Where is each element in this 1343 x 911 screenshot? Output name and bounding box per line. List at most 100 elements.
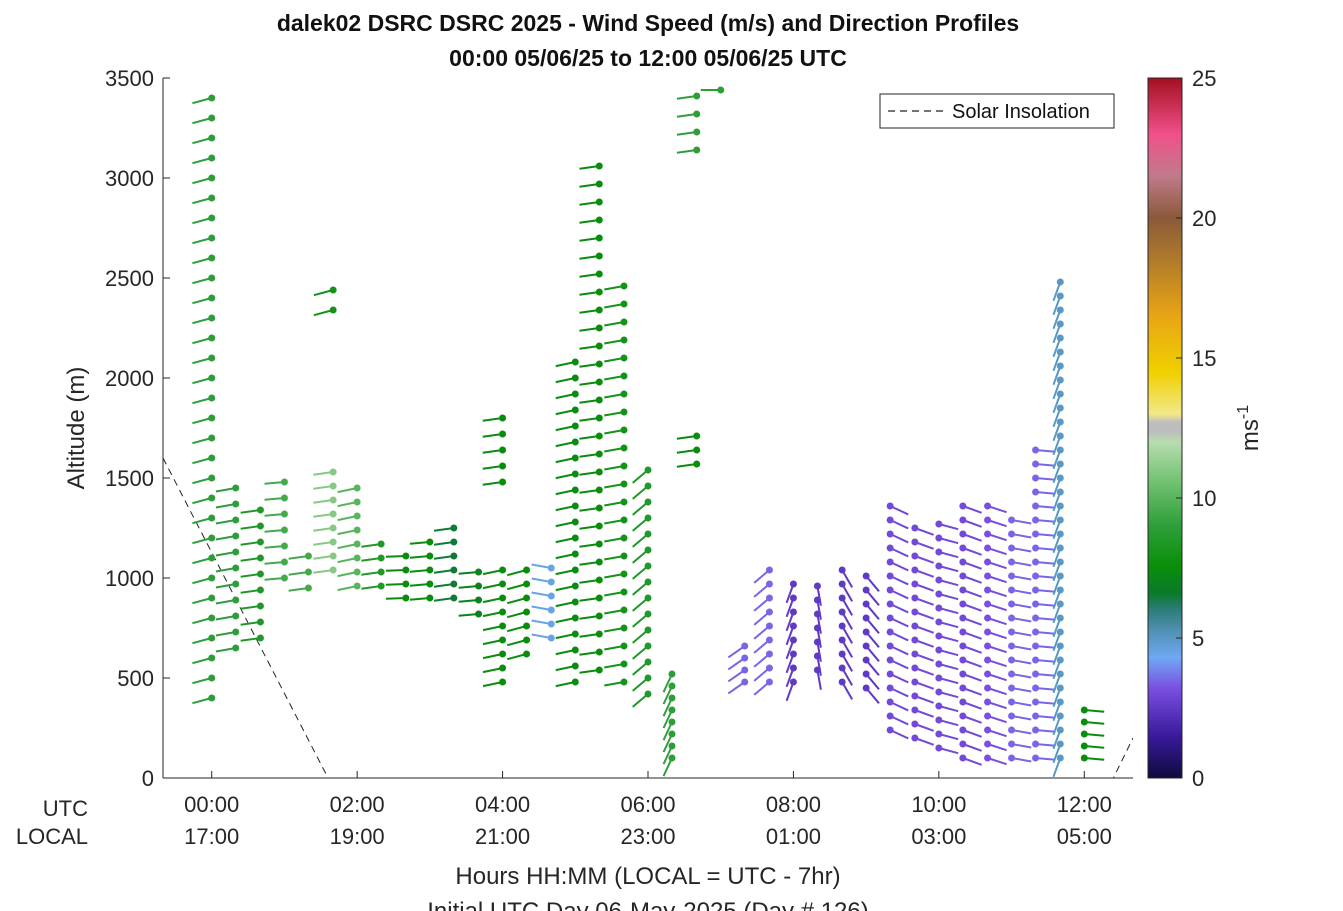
wind-barb (579, 378, 603, 386)
wind-barb-point (402, 552, 410, 560)
wind-barb-point (765, 650, 773, 658)
wind-barb (662, 706, 676, 729)
wind-barb (1032, 446, 1056, 454)
wind-barb-point (1008, 684, 1016, 692)
wind-barb-point (644, 674, 652, 682)
wind-barb (579, 648, 603, 656)
wind-barb-point (571, 470, 579, 478)
wind-barb-point (475, 582, 483, 590)
wind-barb-point (1056, 544, 1064, 552)
colorbar (1147, 77, 1183, 779)
wind-barb-point (595, 342, 603, 350)
wind-barb (604, 660, 628, 669)
wind-barb-point (984, 684, 992, 692)
wind-barb-point (1032, 488, 1040, 496)
wind-barb (192, 414, 216, 425)
wind-barb-point (208, 634, 216, 642)
wind-barb (409, 538, 434, 546)
wind-barb-point (959, 502, 967, 510)
wind-barb-point (935, 534, 943, 542)
wind-barb (1052, 376, 1064, 400)
wind-barb-point (595, 360, 603, 368)
wind-barb-point (886, 684, 894, 692)
wind-barb (458, 610, 483, 618)
wind-barb (555, 582, 579, 592)
wind-barb (240, 554, 264, 562)
wind-barb (433, 524, 458, 532)
wind-barb-point (935, 548, 943, 556)
wind-barb-point (1008, 572, 1016, 580)
wind-barb (506, 650, 531, 661)
wind-barb (409, 594, 434, 602)
wind-barb (838, 622, 854, 644)
wind-barb-point (838, 580, 846, 588)
wind-barb-point (571, 566, 579, 574)
wind-barb (1008, 740, 1032, 749)
wind-barb-point (862, 628, 870, 636)
wind-barb (1032, 628, 1056, 636)
wind-barb-point (280, 494, 288, 502)
wind-barb (215, 644, 240, 653)
wind-barb-point (1056, 488, 1064, 496)
wind-barb (192, 574, 216, 585)
wind-barb-point (426, 580, 434, 588)
wind-barb-point (911, 566, 919, 574)
wind-barb (886, 684, 909, 698)
wind-barb (935, 590, 959, 601)
wind-barb-point (959, 544, 967, 552)
wind-barb (482, 566, 507, 576)
wind-barb-point (426, 566, 434, 574)
wind-barb (482, 636, 507, 646)
wind-barb-point (620, 462, 628, 470)
wind-barb (1052, 628, 1064, 652)
wind-barb (1052, 348, 1064, 372)
wind-barb-point (886, 586, 894, 594)
wind-barb (1032, 600, 1056, 608)
wind-barb (506, 622, 531, 633)
wind-barb-point (644, 626, 652, 634)
wind-barb (959, 502, 982, 514)
wind-barb (192, 394, 216, 405)
wind-barb (579, 216, 603, 224)
wind-barb (555, 566, 579, 576)
wind-barb (458, 568, 483, 576)
wind-barb-point (475, 610, 483, 618)
wind-barb (1052, 558, 1064, 582)
wind-barb (1052, 390, 1064, 414)
wind-barb (482, 446, 507, 454)
wind-barb-point (571, 454, 579, 462)
wind-barb (886, 614, 909, 628)
wind-barb-point (959, 740, 967, 748)
wind-barb-point (838, 594, 846, 602)
wind-barb-point (959, 586, 967, 594)
y-tick-label: 0 (142, 766, 154, 791)
chart-subtitle: 00:00 05/06/25 to 12:00 05/06/25 UTC (449, 45, 847, 71)
wind-barb (1008, 712, 1032, 721)
wind-barb (192, 674, 216, 685)
wind-barb (911, 678, 934, 690)
wind-barb (1052, 754, 1064, 778)
wind-barb-point (232, 612, 240, 620)
wind-barb-point (571, 646, 579, 654)
wind-barb (1032, 460, 1056, 468)
wind-barb (1052, 418, 1064, 442)
wind-barb (1052, 488, 1064, 512)
wind-barb (240, 602, 264, 610)
wind-barb-point (620, 390, 628, 398)
wind-barb-point (693, 128, 701, 136)
wind-barb-point (911, 664, 919, 672)
wind-barb-point (571, 374, 579, 382)
wind-barb (886, 502, 909, 516)
wind-barb (555, 614, 579, 624)
wind-barb (662, 754, 676, 777)
wind-barb-point (571, 390, 579, 398)
wind-barb-point (280, 510, 288, 518)
wind-barb-point (595, 504, 603, 512)
wind-barb (482, 462, 507, 470)
wind-barb (1008, 656, 1032, 665)
wind-barb-point (450, 580, 458, 588)
wind-barb (785, 678, 797, 702)
wind-barb-point (862, 614, 870, 622)
wind-barb-point (789, 636, 797, 644)
legend-label: Solar Insolation (952, 101, 1090, 123)
